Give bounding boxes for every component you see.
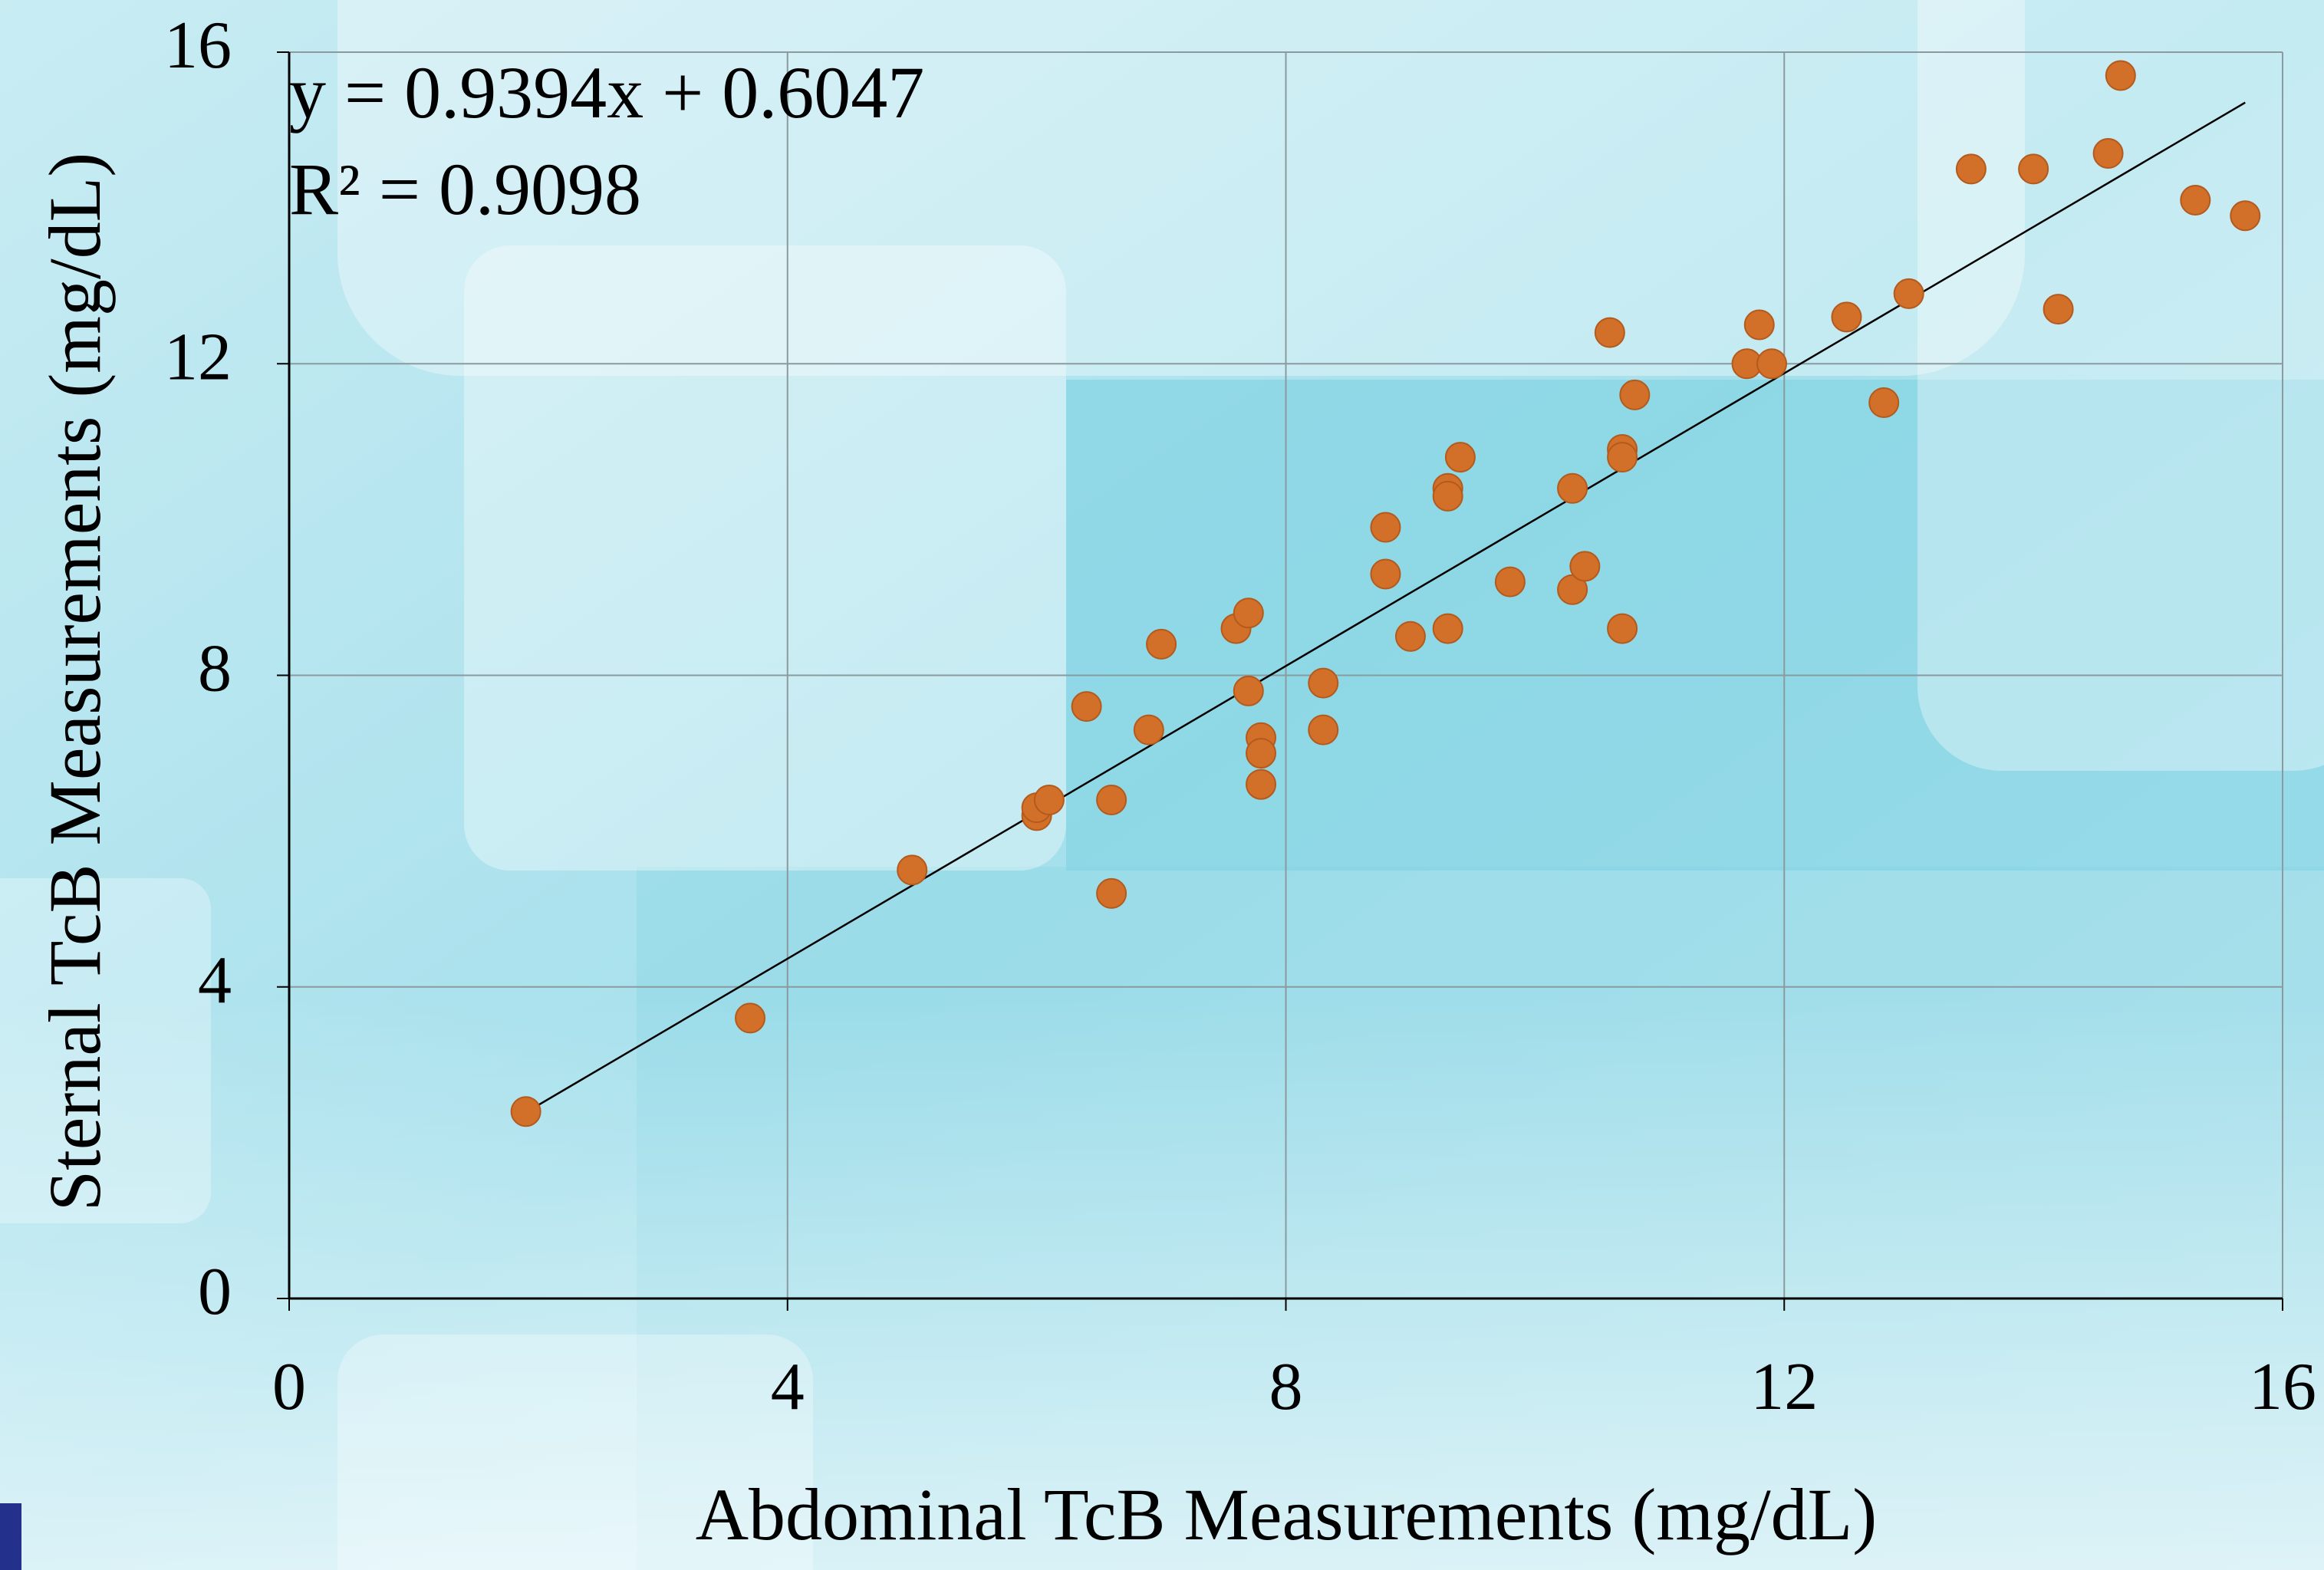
scatter-point bbox=[1394, 620, 1426, 652]
y-tick-label: 12 bbox=[164, 320, 232, 394]
y-tick-label: 8 bbox=[198, 632, 232, 706]
scatter-point bbox=[1432, 480, 1463, 512]
scatter-point bbox=[2180, 184, 2211, 216]
scatter-point bbox=[1096, 785, 1127, 815]
y-axis-title: Sternal TcB Measurements (mg/dL) bbox=[34, 153, 116, 1212]
scatter-point bbox=[1831, 301, 1862, 333]
x-tick-label: 12 bbox=[1750, 1350, 1818, 1424]
scatter-point bbox=[1233, 597, 1264, 629]
scatter-point bbox=[1494, 566, 1526, 597]
scatter-point bbox=[1246, 738, 1277, 769]
scatter-point bbox=[1071, 691, 1102, 722]
scatter-point bbox=[1569, 551, 1601, 582]
x-tick-label: 4 bbox=[771, 1350, 805, 1424]
trendline bbox=[525, 101, 2246, 1114]
scatter-point bbox=[1432, 613, 1463, 644]
scatter-point bbox=[1370, 558, 1401, 590]
r-squared: R² = 0.9098 bbox=[289, 148, 641, 230]
x-tick-label: 16 bbox=[2249, 1350, 2316, 1424]
scatter-point bbox=[1370, 512, 1401, 543]
scatter-point bbox=[1033, 785, 1065, 815]
scatter-point bbox=[1607, 613, 1638, 644]
scatter-point bbox=[2043, 294, 2074, 325]
scatter-point bbox=[1955, 153, 1987, 185]
scatter-point bbox=[2092, 138, 2124, 170]
plot-area: 0 4 8 12 16 0 4 8 12 16 bbox=[164, 8, 2316, 1424]
scatter-point bbox=[1133, 714, 1164, 746]
y-tick-label: 4 bbox=[198, 943, 232, 1018]
scatter-point bbox=[1557, 472, 1588, 504]
equation: y = 0.9394x + 0.6047 bbox=[289, 51, 924, 133]
scatter-point bbox=[1308, 667, 1339, 699]
scatter-point bbox=[1743, 309, 1775, 341]
scatter-point bbox=[1594, 317, 1625, 348]
scatter-point bbox=[1246, 769, 1277, 800]
scatter-point bbox=[1607, 442, 1638, 473]
scatter-point bbox=[1146, 628, 1177, 660]
scatter-point bbox=[1096, 877, 1127, 909]
scatter-point bbox=[1893, 278, 1924, 309]
scatter-point bbox=[2230, 200, 2261, 232]
x-tick-label: 0 bbox=[272, 1350, 306, 1424]
scatter-point bbox=[2105, 60, 2136, 91]
scatter-point bbox=[1868, 387, 1900, 419]
x-axis-title: Abdominal TcB Measurements (mg/dL) bbox=[696, 1473, 1878, 1555]
y-tick-label: 16 bbox=[164, 8, 232, 83]
scatter-point bbox=[735, 1002, 766, 1034]
y-tick-label: 0 bbox=[198, 1255, 232, 1329]
scatter-point bbox=[1444, 442, 1476, 473]
scatter-point bbox=[1308, 714, 1339, 746]
scatter-point bbox=[1756, 348, 1788, 380]
scatter-point bbox=[1619, 379, 1651, 410]
scatter-point bbox=[1233, 675, 1264, 706]
x-tick-label: 8 bbox=[1269, 1350, 1303, 1424]
scatter-point bbox=[897, 854, 928, 886]
scatter-point bbox=[2018, 153, 2049, 185]
scatter-point bbox=[510, 1096, 541, 1127]
